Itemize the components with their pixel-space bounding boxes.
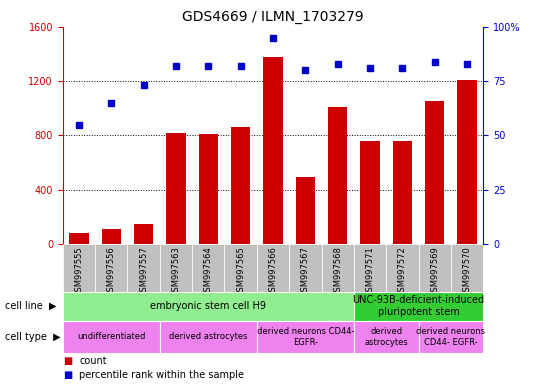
Bar [425,101,444,244]
Bar [199,134,218,244]
Bar [354,321,419,353]
Bar [289,244,322,292]
Text: GSM997555: GSM997555 [74,246,84,297]
Bar [224,244,257,292]
Bar [160,244,192,292]
Text: undifferentiated: undifferentiated [77,333,145,341]
Bar [419,321,483,353]
Text: GSM997557: GSM997557 [139,246,148,297]
Text: derived
astrocytes: derived astrocytes [364,327,408,347]
Text: percentile rank within the sample: percentile rank within the sample [79,370,244,380]
Text: GSM997567: GSM997567 [301,246,310,297]
Text: embryonic stem cell H9: embryonic stem cell H9 [150,301,266,311]
Bar [63,321,160,353]
Bar [393,141,412,244]
Text: GSM997568: GSM997568 [333,246,342,297]
Bar [354,292,483,321]
Text: ■: ■ [63,370,72,380]
Bar [257,321,354,353]
Bar [63,244,95,292]
Bar [102,229,121,244]
Bar [328,107,347,244]
Bar [231,127,251,244]
Text: UNC-93B-deficient-induced
pluripotent stem: UNC-93B-deficient-induced pluripotent st… [353,295,485,317]
Text: GSM997565: GSM997565 [236,246,245,297]
Bar [322,244,354,292]
Bar [295,177,315,244]
Title: GDS4669 / ILMN_1703279: GDS4669 / ILMN_1703279 [182,10,364,25]
Text: GSM997572: GSM997572 [398,246,407,297]
Text: GSM997564: GSM997564 [204,246,213,297]
Text: derived neurons
CD44- EGFR-: derived neurons CD44- EGFR- [417,327,485,347]
Text: cell line  ▶: cell line ▶ [5,301,57,311]
Text: cell type  ▶: cell type ▶ [5,332,61,342]
Text: GSM997556: GSM997556 [107,246,116,297]
Bar [160,321,257,353]
Bar [134,223,153,244]
Bar [451,244,483,292]
Text: GSM997570: GSM997570 [462,246,472,297]
Text: GSM997569: GSM997569 [430,246,439,297]
Bar [386,244,419,292]
Text: derived neurons CD44-
EGFR-: derived neurons CD44- EGFR- [257,327,354,347]
Text: ■: ■ [63,356,72,366]
Bar [458,80,477,244]
Bar [192,244,224,292]
Text: derived astrocytes: derived astrocytes [169,333,247,341]
Text: GSM997571: GSM997571 [365,246,375,297]
Bar [257,244,289,292]
Bar [63,292,354,321]
Bar [360,141,379,244]
Bar [69,233,88,244]
Bar [263,57,283,244]
Bar [419,244,451,292]
Bar [167,132,186,244]
Text: count: count [79,356,107,366]
Text: GSM997563: GSM997563 [171,246,181,297]
Bar [354,244,386,292]
Text: GSM997566: GSM997566 [269,246,277,297]
Bar [127,244,160,292]
Bar [95,244,127,292]
